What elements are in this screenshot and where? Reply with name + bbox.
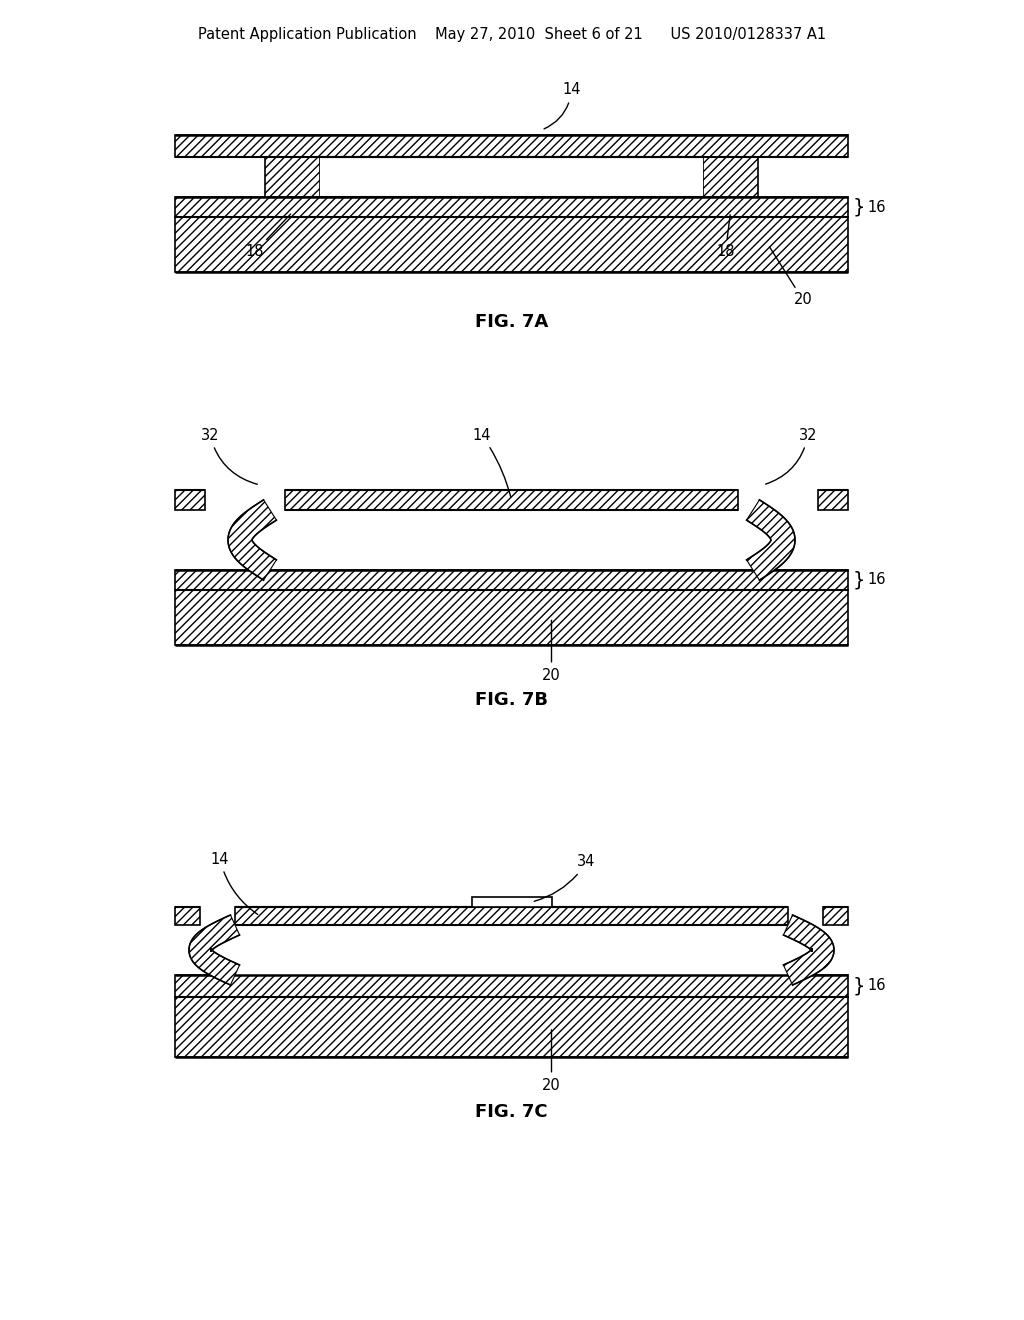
Bar	[818, 490, 848, 510]
Polygon shape	[228, 500, 276, 579]
Text: 20: 20	[542, 1030, 561, 1093]
Polygon shape	[783, 915, 834, 985]
Bar	[234, 907, 788, 925]
Bar	[175, 907, 200, 925]
Bar	[319, 157, 703, 197]
Bar	[471, 898, 552, 907]
Text: }: }	[853, 570, 865, 590]
Text: 34: 34	[535, 854, 596, 902]
Text: 16: 16	[867, 978, 886, 994]
Text: Patent Application Publication    May 27, 2010  Sheet 6 of 21      US 2010/01283: Patent Application Publication May 27, 2…	[198, 28, 826, 42]
Bar	[175, 570, 848, 590]
Bar	[175, 216, 848, 272]
Text: }: }	[853, 198, 865, 216]
Text: 32: 32	[766, 428, 817, 484]
Text: 20: 20	[769, 247, 812, 308]
Text: FIG. 7B: FIG. 7B	[475, 690, 548, 709]
Bar	[823, 907, 848, 925]
Bar	[215, 925, 808, 975]
Bar	[175, 590, 848, 645]
Bar	[175, 197, 848, 216]
Text: 14: 14	[211, 851, 258, 915]
Text: FIG. 7C: FIG. 7C	[475, 1104, 548, 1121]
Bar	[175, 997, 848, 1057]
Text: 20: 20	[542, 620, 561, 682]
Bar	[175, 135, 848, 157]
Text: FIG. 7A: FIG. 7A	[475, 313, 548, 331]
Bar	[175, 157, 848, 185]
Bar	[175, 490, 205, 510]
Polygon shape	[189, 915, 240, 985]
Text: 18: 18	[246, 214, 291, 260]
Polygon shape	[746, 500, 795, 579]
Text: 14: 14	[472, 428, 511, 498]
Text: 32: 32	[201, 428, 257, 484]
Bar	[175, 975, 848, 997]
Text: 16: 16	[867, 199, 886, 214]
Text: 18: 18	[716, 215, 735, 260]
Text: 16: 16	[867, 573, 886, 587]
Text: }: }	[853, 977, 865, 995]
Text: 14: 14	[544, 82, 581, 129]
Bar	[703, 157, 758, 197]
Bar	[265, 157, 319, 197]
Bar	[285, 490, 738, 510]
